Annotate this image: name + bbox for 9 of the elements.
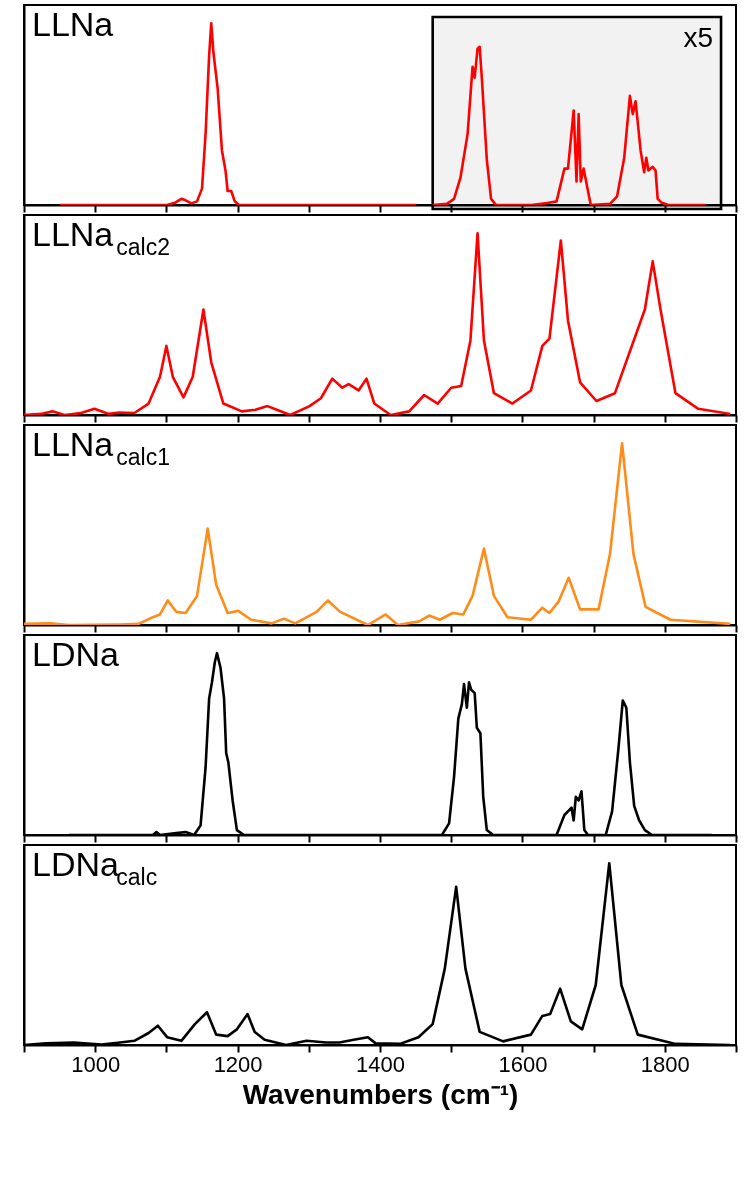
x-tick-label: 1200 (213, 1051, 263, 1077)
x-tick-label: 1800 (640, 1051, 690, 1077)
annotation: x5 (683, 22, 714, 53)
x-tick-label: 1600 (498, 1051, 548, 1077)
chart-title: LDNa (32, 635, 120, 673)
x-tick-label: 1000 (71, 1051, 121, 1077)
x-tick-label: 1400 (356, 1051, 405, 1077)
x-axis-title: Wavenumbers (cm⁻¹) (242, 1078, 519, 1110)
chart-title: LLNa (32, 5, 114, 43)
